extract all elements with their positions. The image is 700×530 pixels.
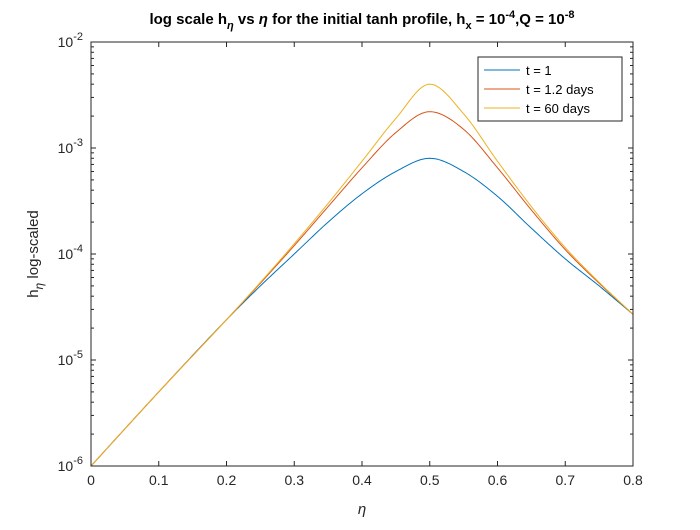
legend: t = 1 t = 1.2 days t = 60 days bbox=[477, 56, 623, 122]
y-tick-label: 10-3 bbox=[58, 137, 83, 156]
legend-box bbox=[477, 56, 623, 122]
x-tick-label: 0.5 bbox=[420, 472, 440, 488]
chart-title: log scale hη vs η for the initial tanh p… bbox=[149, 9, 574, 32]
axes-box bbox=[90, 41, 634, 467]
x-tick-label: 0.3 bbox=[285, 472, 305, 488]
y-tick-label: 10-6 bbox=[58, 455, 83, 474]
ticks-layer: 0 0.1 0.2 0.3 0.4 0.5 0.6 0.7 0.8 10-6 10-5 10-4 10-… bbox=[58, 31, 643, 488]
x-tick-label: 0 bbox=[87, 472, 95, 488]
legend-label-2: t = 1.2 days bbox=[526, 82, 594, 97]
x-axis-label: η bbox=[358, 501, 366, 518]
x-tick-label: 0.6 bbox=[488, 472, 508, 488]
x-tick-label: 0.1 bbox=[149, 472, 169, 488]
y-tick-label: 10-5 bbox=[58, 349, 83, 368]
legend-entries: t = 1 t = 1.2 days t = 60 days bbox=[484, 63, 594, 116]
x-tick-label: 0.4 bbox=[352, 472, 372, 488]
x-tick-label: 0.8 bbox=[623, 472, 643, 488]
series-line-3 bbox=[90, 83, 634, 467]
y-tick-label: 10-2 bbox=[58, 31, 83, 50]
series-layer bbox=[90, 83, 634, 467]
y-axis-label: hη log-scaled bbox=[25, 210, 46, 298]
x-tick-label: 0.2 bbox=[217, 472, 237, 488]
legend-label-3: t = 60 days bbox=[526, 101, 590, 116]
x-tick-label: 0.7 bbox=[556, 472, 576, 488]
legend-label-1: t = 1 bbox=[526, 63, 552, 78]
y-tick-label: 10-4 bbox=[58, 243, 83, 262]
